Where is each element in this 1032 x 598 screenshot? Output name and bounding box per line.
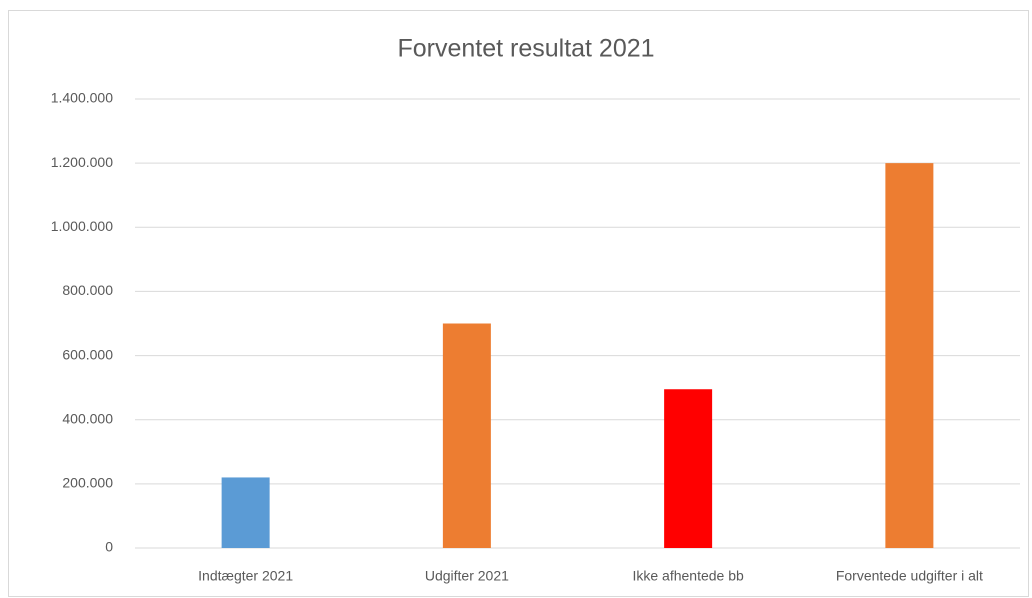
- y-tick-label: 200.000: [62, 475, 113, 491]
- y-tick-label: 1.400.000: [51, 90, 113, 106]
- chart-frame: [8, 10, 1029, 597]
- bar: [442, 323, 491, 548]
- y-tick-label: 400.000: [62, 410, 113, 426]
- x-tick-label: Udgifter 2021: [425, 568, 509, 584]
- x-tick-label: Indtægter 2021: [198, 568, 293, 584]
- y-tick-label: 800.000: [62, 282, 113, 298]
- x-tick-label: Forventede udgifter i alt: [836, 568, 983, 584]
- chart-title: Forventet resultat 2021: [397, 35, 654, 63]
- y-tick-label: 600.000: [62, 346, 113, 362]
- bar: [885, 163, 934, 548]
- x-tick-label: Ikke afhentede bb: [632, 568, 744, 584]
- bar: [664, 389, 713, 548]
- y-tick-label: 1.200.000: [51, 154, 113, 170]
- y-tick-label: 1.000.000: [51, 218, 113, 234]
- bar: [221, 477, 270, 548]
- y-tick-label: 0: [105, 539, 113, 555]
